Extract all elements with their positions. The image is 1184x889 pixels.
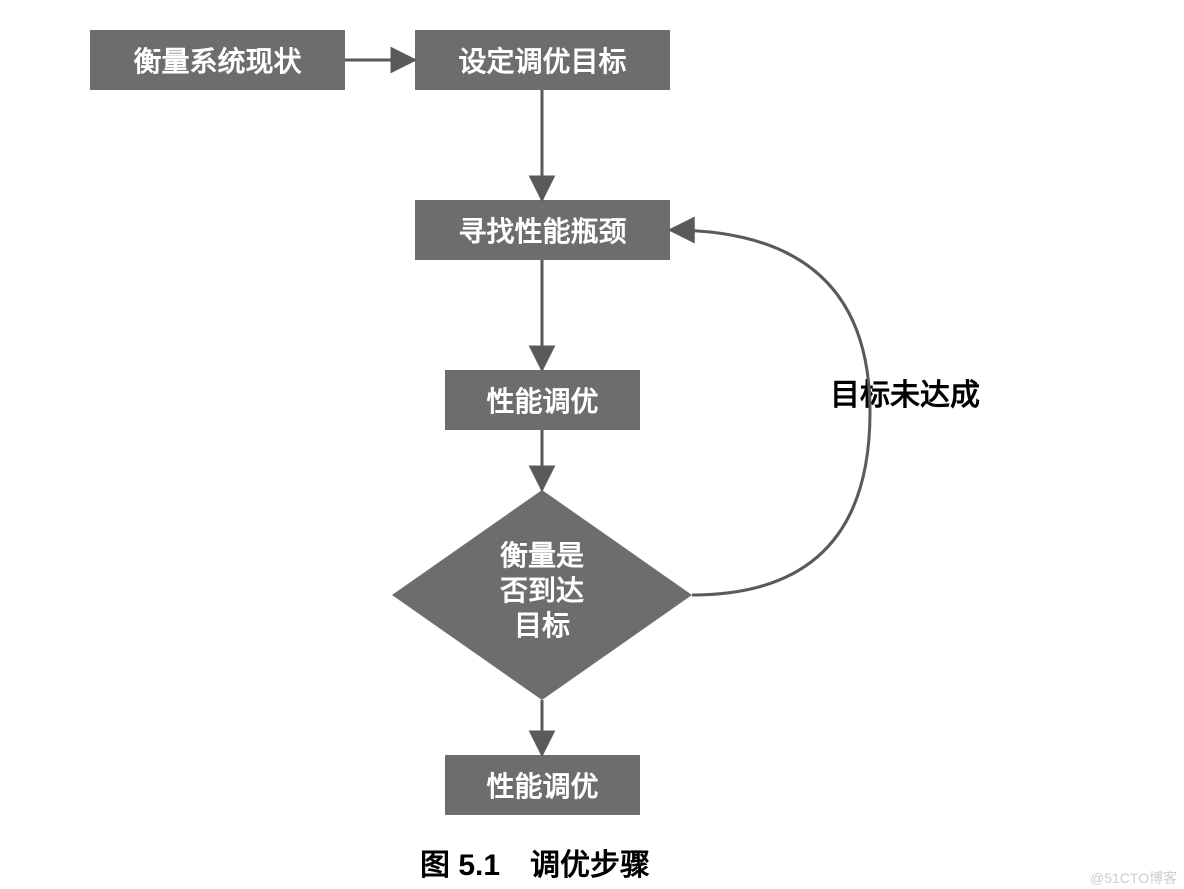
node-label: 衡量系统现状	[133, 40, 301, 80]
flowchart-canvas: 衡量系统现状 设定调优目标 寻找性能瓶颈 性能调优 性能调优 目标未达成 图 5…	[0, 0, 1184, 889]
edge-label-goal-not-reached: 目标未达成	[830, 370, 980, 414]
decision-label-line2: 否到达	[500, 575, 584, 606]
node-performance-tuning-1: 性能调优	[445, 370, 640, 430]
node-decision-goal-reached: 衡量是 否到达 目标	[392, 490, 692, 700]
decision-label-line1: 衡量是	[500, 540, 584, 571]
watermark: @51CTO博客	[1090, 868, 1177, 888]
node-measure-current-state: 衡量系统现状	[90, 30, 345, 90]
node-performance-tuning-2: 性能调优	[445, 755, 640, 815]
decision-label-line3: 目标	[514, 610, 570, 641]
node-label: 设定调优目标	[458, 40, 626, 80]
node-label: 性能调优	[486, 380, 598, 420]
figure-caption: 图 5.1 调优步骤	[420, 840, 650, 884]
node-label: 性能调优	[486, 765, 598, 805]
node-set-tuning-goal: 设定调优目标	[415, 30, 670, 90]
node-find-bottleneck: 寻找性能瓶颈	[415, 200, 670, 260]
node-label: 寻找性能瓶颈	[458, 210, 626, 250]
